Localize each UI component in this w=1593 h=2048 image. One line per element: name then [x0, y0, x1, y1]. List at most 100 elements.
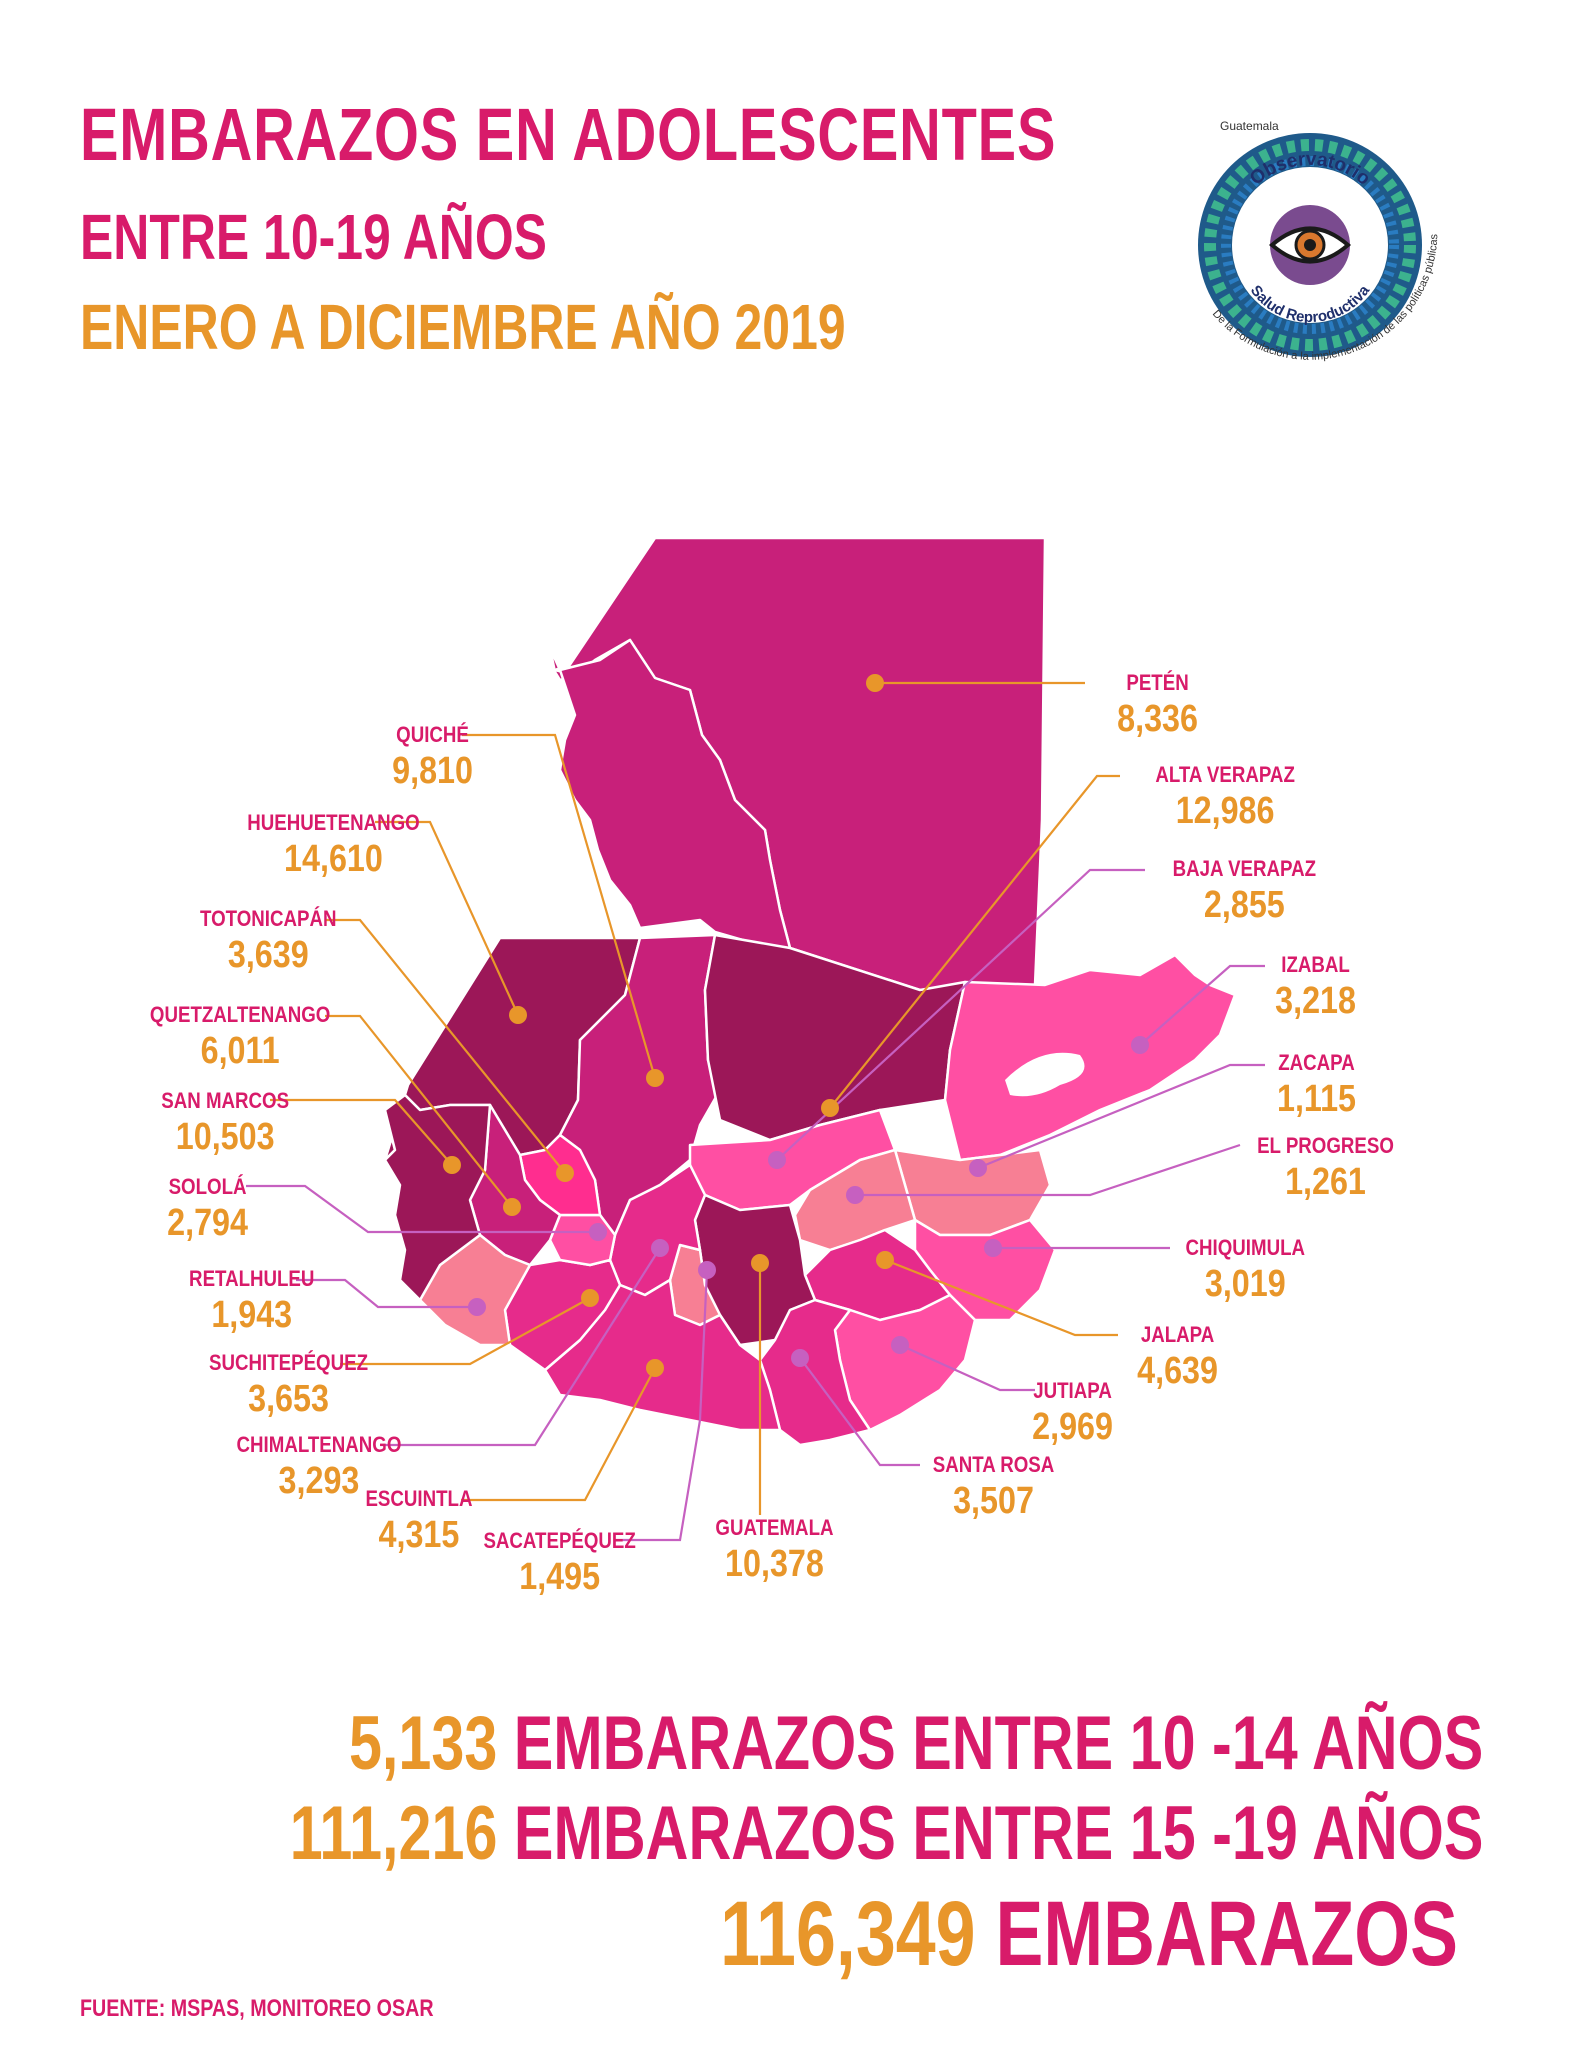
- leader-quiche: [462, 733, 657, 1079]
- label-chiquimula: CHIQUIMULA 3,019: [1175, 1235, 1316, 1306]
- dot-sacatepequez: [698, 1261, 716, 1279]
- dept-name: IZABAL: [1281, 952, 1350, 977]
- dot-huehuetenango: [509, 1006, 527, 1024]
- dept-name: CHIQUIMULA: [1185, 1235, 1306, 1260]
- dot-jalapa: [876, 1251, 894, 1269]
- leader-escuintla: [461, 1367, 656, 1502]
- dot-quetzaltenango: [503, 1198, 521, 1216]
- leader-alta-verapaz: [829, 774, 1120, 1109]
- dept-name: RETALHULEU: [189, 1266, 315, 1291]
- label-zacapa: ZACAPA 1,115: [1270, 1050, 1363, 1121]
- label-jalapa: JALAPA 4,639: [1130, 1322, 1225, 1393]
- dot-totonicapan: [556, 1164, 574, 1182]
- region-solola: [548, 1213, 617, 1267]
- dot-san-marcos: [443, 1156, 461, 1174]
- dot-suchitepequez: [581, 1289, 599, 1307]
- summary-number: 116,349: [720, 1883, 976, 1985]
- dept-name: JUTIAPA: [1033, 1378, 1112, 1403]
- dept-value: 1,261: [1285, 1161, 1366, 1203]
- label-alta-verapaz: ALTA VERAPAZ 12,986: [1143, 762, 1307, 833]
- title-line-3: ENERO A DICIEMBRE AÑO 2019: [80, 291, 846, 363]
- summary-text: EMBARAZOS ENTRE 10 -14 AÑOS: [513, 1701, 1483, 1786]
- dept-value: 10,503: [175, 1116, 275, 1158]
- label-san-marcos: SAN MARCOS 10,503: [150, 1088, 300, 1159]
- leader-retalhuleu: [296, 1278, 477, 1309]
- dept-name: JALAPA: [1140, 1322, 1215, 1347]
- leader-quetzaltenango: [325, 1014, 513, 1208]
- dept-value: 2,855: [1203, 884, 1285, 926]
- dot-izabal: [1131, 1036, 1149, 1054]
- dept-name: PETÉN: [1126, 670, 1189, 695]
- dot-santa-rosa: [791, 1349, 809, 1367]
- dept-name: TOTONICAPÁN: [200, 906, 337, 931]
- dept-value: 3,019: [1204, 1263, 1286, 1305]
- dot-peten: [866, 674, 884, 692]
- dot-jutiapa: [891, 1336, 909, 1354]
- title-line-2: ENTRE 10-19 AÑOS: [80, 201, 547, 273]
- eye-icon: [1268, 205, 1352, 285]
- leader-zacapa: [977, 1063, 1265, 1170]
- dept-value: 2,969: [1032, 1406, 1113, 1448]
- leader-izabal: [1139, 964, 1265, 1046]
- dept-name: SACATEPÉQUEZ: [483, 1528, 636, 1553]
- label-quetzaltenango: QUETZALTENANGO 6,011: [134, 1002, 346, 1073]
- leader-el-progreso: [855, 1143, 1241, 1197]
- dept-value: 6,011: [200, 1030, 280, 1072]
- summary-text: EMBARAZOS: [995, 1883, 1458, 1985]
- lake-izabal: [1005, 1052, 1085, 1097]
- dot-guatemala: [751, 1254, 769, 1272]
- dept-value: 3,507: [953, 1480, 1034, 1522]
- leader-san-marcos: [270, 1098, 453, 1166]
- dept-value: 9,810: [392, 750, 473, 792]
- label-guatemala: GUATEMALA 10,378: [705, 1515, 844, 1586]
- dot-chiquimula: [984, 1239, 1002, 1257]
- dept-name: SAN MARCOS: [161, 1088, 290, 1113]
- source-note: FUENTE: MSPAS, MONITOREO OSAR: [80, 1995, 434, 2022]
- dept-value: 1,115: [1276, 1078, 1357, 1120]
- logo-pattern-ring-inner: [1221, 156, 1399, 334]
- dept-name: HUEHUETENANGO: [247, 810, 420, 835]
- leader-sacatepequez: [615, 1269, 709, 1542]
- dept-name: SANTA ROSA: [932, 1452, 1055, 1477]
- leader-totonicapan: [325, 918, 566, 1174]
- logo-top-text: Guatemala: [1220, 119, 1279, 133]
- label-santa-rosa: SANTA ROSA 3,507: [922, 1452, 1065, 1523]
- summary-total: 116,349 EMBARAZOS: [720, 1882, 1458, 1987]
- leader-chimaltenango: [380, 1247, 661, 1447]
- region-izabal: [943, 953, 1237, 1162]
- summary-10-14: 5,133 EMBARAZOS ENTRE 10 -14 AÑOS: [349, 1700, 1483, 1787]
- label-escuintla: ESCUINTLA 4,315: [356, 1486, 482, 1557]
- dot-solola: [589, 1223, 607, 1241]
- label-sacatepequez: SACATEPÉQUEZ 1,495: [470, 1528, 649, 1599]
- summary-15-19: 111,216 EMBARAZOS ENTRE 15 -19 AÑOS: [289, 1790, 1483, 1877]
- dot-chimaltenango: [651, 1239, 669, 1257]
- dept-value: 1,495: [519, 1556, 601, 1598]
- dot-quiche: [646, 1069, 664, 1087]
- label-baja-verapaz: BAJA VERAPAZ 2,855: [1160, 856, 1329, 927]
- dept-value: 2,794: [167, 1202, 248, 1244]
- dot-el-progreso: [846, 1186, 864, 1204]
- leader-jutiapa: [899, 1343, 1035, 1392]
- dept-name: QUICHÉ: [396, 722, 469, 747]
- label-huehuetenango: HUEHUETENANGO 14,610: [232, 810, 435, 881]
- label-jutiapa: JUTIAPA 2,969: [1025, 1378, 1120, 1449]
- logo-pattern-ring: [1204, 139, 1416, 351]
- label-solola: SOLOLÁ 2,794: [160, 1174, 255, 1245]
- dept-name: ZACAPA: [1278, 1050, 1355, 1075]
- leader-baja-verapaz: [776, 868, 1145, 1161]
- label-peten: PETÉN 8,336: [1110, 670, 1205, 741]
- leader-huehuetenango: [375, 820, 520, 1016]
- dept-name: ALTA VERAPAZ: [1155, 762, 1295, 787]
- dot-alta-verapaz: [821, 1099, 839, 1117]
- dept-value: 10,378: [725, 1543, 824, 1585]
- dept-value: 3,653: [248, 1378, 329, 1420]
- summary-number: 111,216: [289, 1791, 498, 1876]
- dot-zacapa: [969, 1159, 987, 1177]
- summary-number: 5,133: [348, 1701, 498, 1786]
- dept-name: EL PROGRESO: [1257, 1133, 1394, 1158]
- dept-name: QUETZALTENANGO: [149, 1002, 331, 1027]
- dept-value: 8,336: [1117, 698, 1198, 740]
- dept-value: 12,986: [1175, 790, 1275, 832]
- dept-value: 3,218: [1275, 980, 1356, 1022]
